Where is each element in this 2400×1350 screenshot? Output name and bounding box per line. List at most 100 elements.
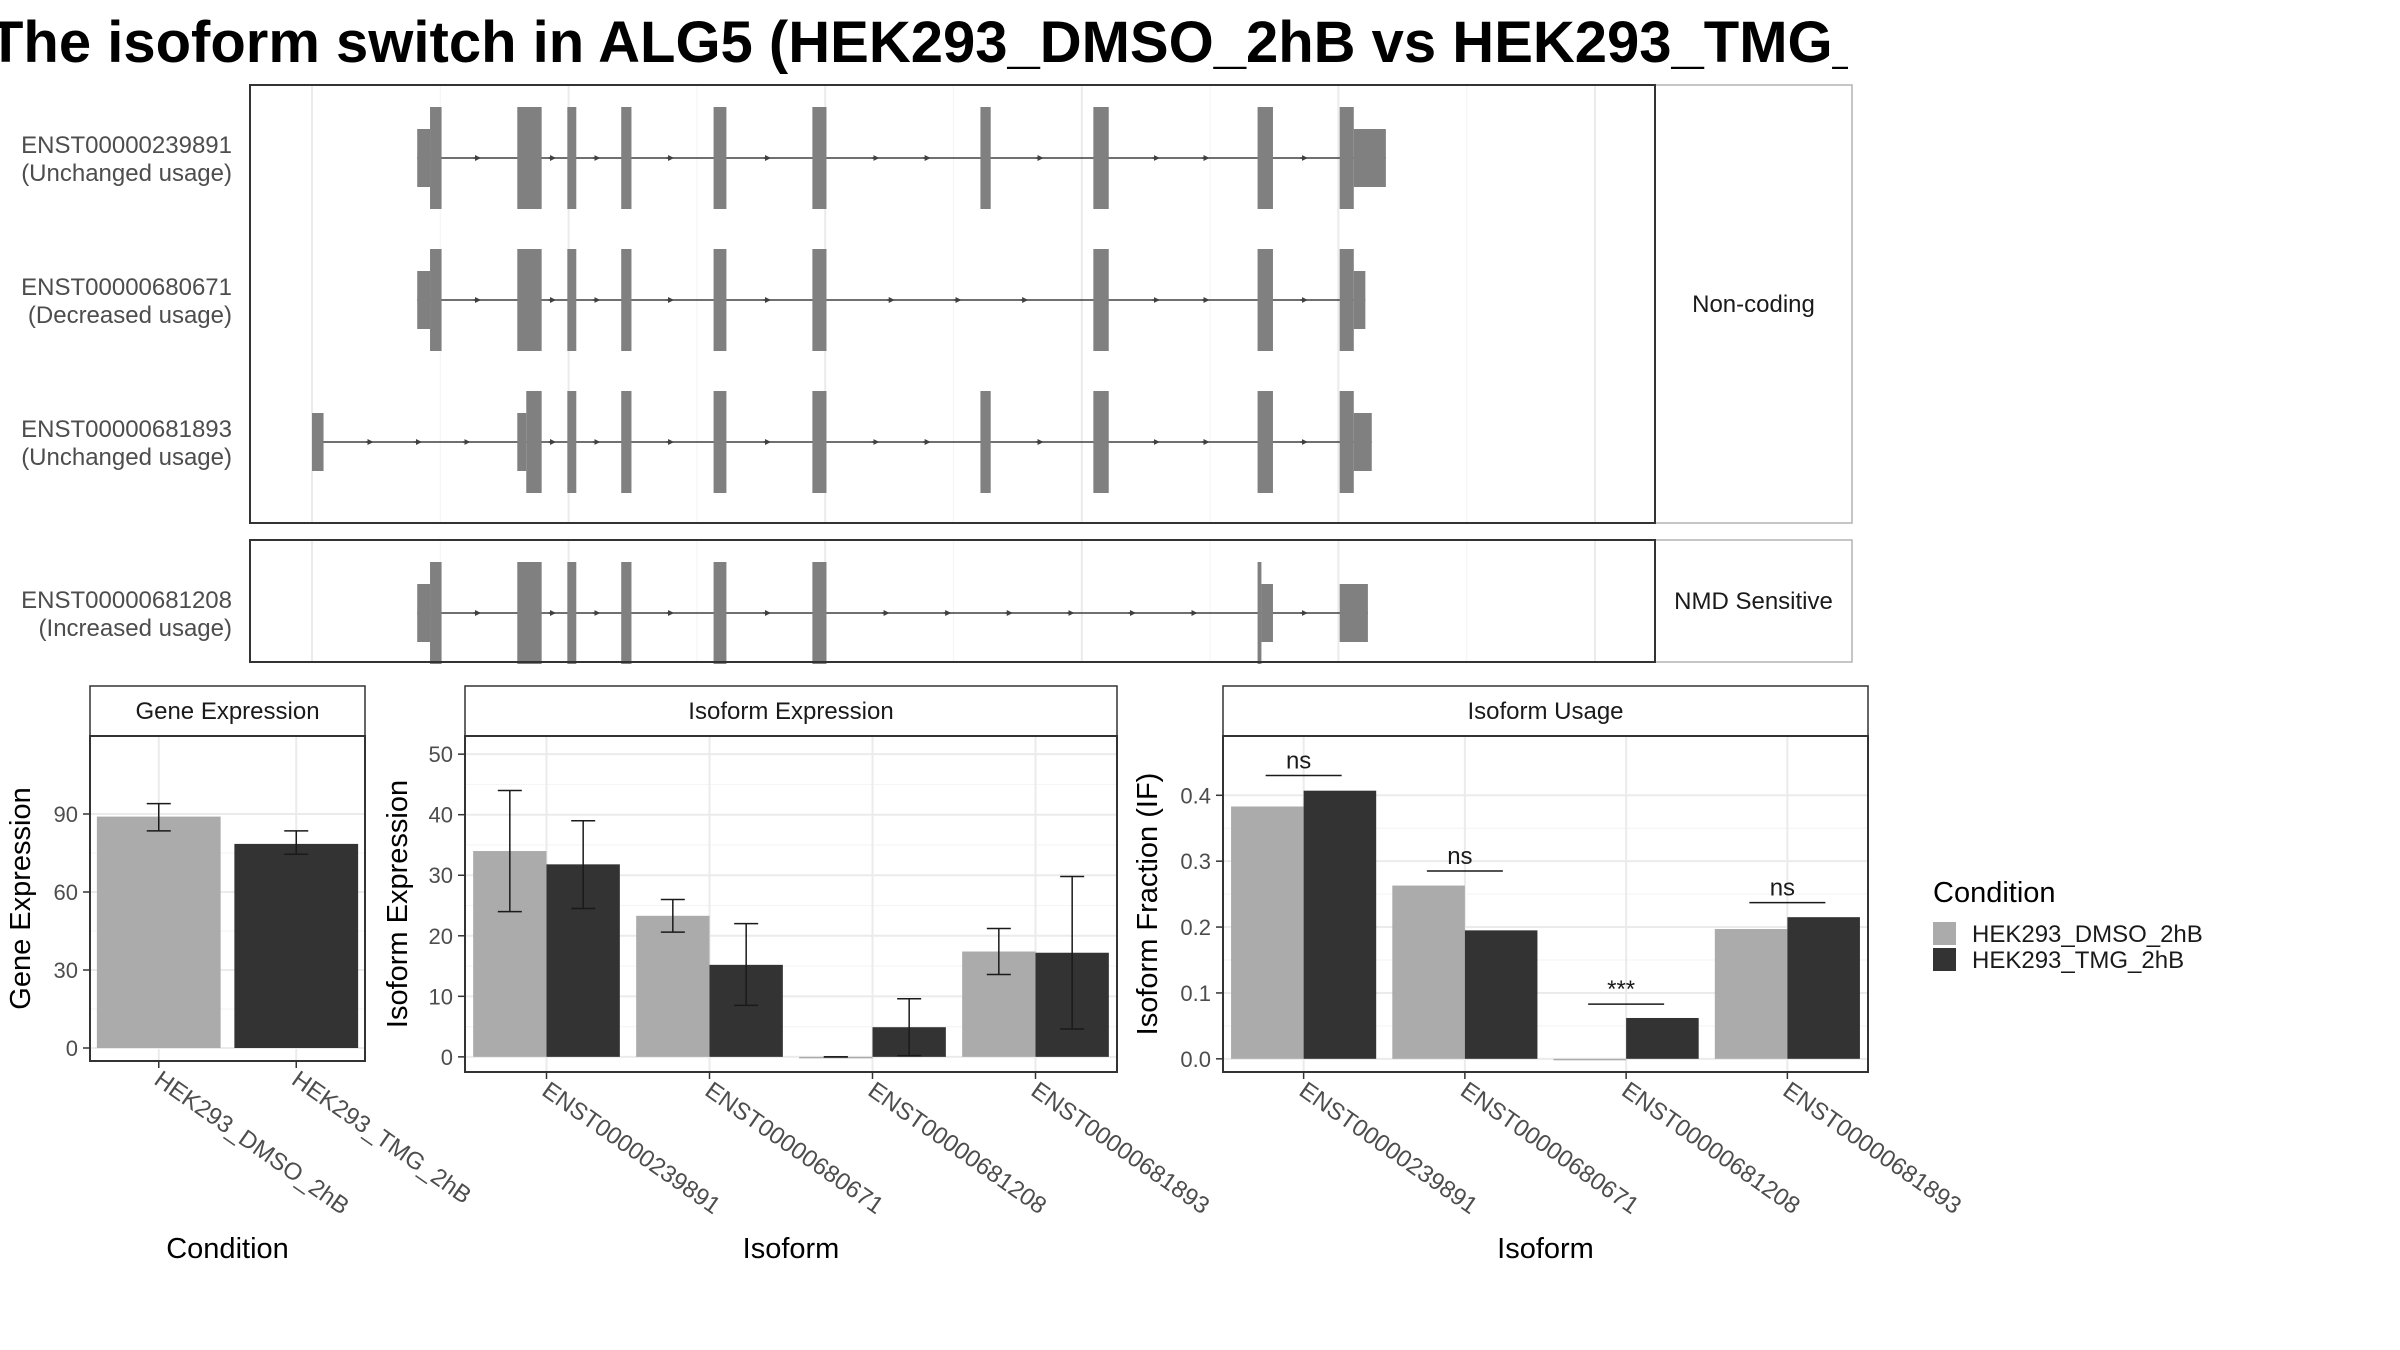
x-axis-title: Isoform xyxy=(743,1233,840,1265)
transcript-usage-label: (Increased usage) xyxy=(39,615,232,642)
utr-exon xyxy=(517,413,527,471)
coding-exon xyxy=(713,562,727,664)
plot-panel-border xyxy=(1222,735,1869,1073)
coding-exon xyxy=(1339,249,1354,351)
coding-exon xyxy=(980,107,991,209)
panel-strip xyxy=(89,685,366,737)
coding-exon xyxy=(517,562,542,664)
legend-label: HEK293_DMSO_2hB xyxy=(1972,921,2203,948)
coding-exon xyxy=(1093,249,1109,351)
coding-exon xyxy=(567,562,577,664)
x-axis-title: Isoform xyxy=(1497,1233,1594,1265)
y-tick-label: 0.0 xyxy=(1180,1047,1211,1072)
transcript-id-label: ENST00000681208 xyxy=(21,587,232,614)
x-tick-label: ENST00000239891 xyxy=(537,1077,725,1220)
panel-title: Isoform Usage xyxy=(1467,698,1623,725)
coding-exon xyxy=(713,107,727,209)
bar xyxy=(636,915,710,1057)
facet-strip-label: Non-coding xyxy=(1692,291,1815,318)
transcript-usage-label: (Decreased usage) xyxy=(28,302,232,329)
coding-exon xyxy=(621,249,632,351)
utr-exon xyxy=(1339,584,1368,642)
y-tick-label: 20 xyxy=(429,924,453,949)
x-tick-label: ENST00000680671 xyxy=(700,1077,888,1220)
y-tick-label: 10 xyxy=(429,984,453,1009)
coding-exon xyxy=(1093,391,1109,493)
panel-title: Isoform Expression xyxy=(688,698,893,725)
gene-structure-panel-border xyxy=(249,84,1656,524)
coding-exon xyxy=(567,391,577,493)
coding-exon xyxy=(713,391,727,493)
significance-label: ns xyxy=(1770,875,1795,902)
y-tick-label: 0.3 xyxy=(1180,849,1211,874)
legend-title: Condition xyxy=(1933,877,2056,909)
y-tick-label: 60 xyxy=(54,880,78,905)
coding-exon xyxy=(567,249,577,351)
y-tick-label: 30 xyxy=(54,958,78,983)
coding-exon xyxy=(1257,249,1273,351)
bar xyxy=(1714,929,1788,1059)
transcript-id-label: ENST00000680671 xyxy=(21,274,232,301)
transcript-id-label: ENST00000681893 xyxy=(21,416,232,443)
coding-exon xyxy=(621,107,632,209)
x-tick-label: ENST00000680671 xyxy=(1455,1077,1643,1220)
bar xyxy=(1626,1017,1699,1059)
y-tick-label: 30 xyxy=(429,863,453,888)
coding-exon xyxy=(1257,562,1262,664)
coding-exon xyxy=(713,249,727,351)
bar xyxy=(234,843,359,1048)
gene-structure-panel-bg xyxy=(250,540,1655,662)
facet-strip-label: NMD Sensitive xyxy=(1674,588,1833,615)
plot-panel-border xyxy=(89,735,366,1062)
page-title: The isoform switch in ALG5 (HEK293_DMSO_… xyxy=(0,10,1848,75)
y-axis-title: Isoform Fraction (IF) xyxy=(1132,773,1164,1036)
legend-key xyxy=(1933,948,1956,971)
utr-exon xyxy=(417,584,431,642)
legend-key xyxy=(1933,922,1956,945)
coding-exon xyxy=(430,107,442,209)
facet-strip xyxy=(1654,539,1853,663)
utr-exon xyxy=(312,413,324,471)
x-axis-title: Condition xyxy=(166,1233,289,1265)
significance-label: ns xyxy=(1447,843,1472,870)
y-tick-label: 0.4 xyxy=(1180,783,1211,808)
coding-exon xyxy=(430,562,442,664)
coding-exon xyxy=(812,562,827,664)
transcript-id-label: ENST00000239891 xyxy=(21,132,232,159)
plot-panel-border xyxy=(464,735,1118,1073)
utr-exon xyxy=(1261,584,1273,642)
y-axis-title: Gene Expression xyxy=(5,787,37,1009)
facet-strip xyxy=(1654,84,1853,524)
coding-exon xyxy=(1339,391,1354,493)
coding-exon xyxy=(812,391,827,493)
coding-exon xyxy=(1257,107,1273,209)
utr-exon xyxy=(1353,413,1372,471)
bar xyxy=(1553,1058,1627,1061)
y-tick-label: 40 xyxy=(429,803,453,828)
significance-label: *** xyxy=(1607,976,1635,1003)
gene-structure-panel-border xyxy=(249,539,1656,663)
legend-label: HEK293_TMG_2hB xyxy=(1972,947,2184,974)
coding-exon xyxy=(430,249,442,351)
utr-exon xyxy=(1353,129,1386,187)
transcript-usage-label: (Unchanged usage) xyxy=(21,160,232,187)
y-tick-label: 0.1 xyxy=(1180,981,1211,1006)
y-axis-title: Isoform Expression xyxy=(382,780,414,1028)
x-tick-label: ENST00000681893 xyxy=(1026,1077,1214,1220)
bar xyxy=(1392,885,1465,1059)
coding-exon xyxy=(1339,107,1354,209)
bar xyxy=(1303,790,1377,1059)
y-tick-label: 0 xyxy=(66,1036,78,1061)
coding-exon xyxy=(980,391,991,493)
x-tick-label: ENST00000681208 xyxy=(1617,1077,1805,1220)
bar xyxy=(96,816,221,1048)
significance-label: ns xyxy=(1286,748,1311,775)
transcript-usage-label: (Unchanged usage) xyxy=(21,444,232,471)
gene-structure-panel-bg xyxy=(250,85,1655,523)
x-tick-label: ENST00000681208 xyxy=(863,1077,1051,1220)
utr-exon xyxy=(1353,271,1366,329)
coding-exon xyxy=(517,107,542,209)
y-tick-label: 0.2 xyxy=(1180,915,1211,940)
utr-exon xyxy=(417,271,431,329)
coding-exon xyxy=(517,249,542,351)
